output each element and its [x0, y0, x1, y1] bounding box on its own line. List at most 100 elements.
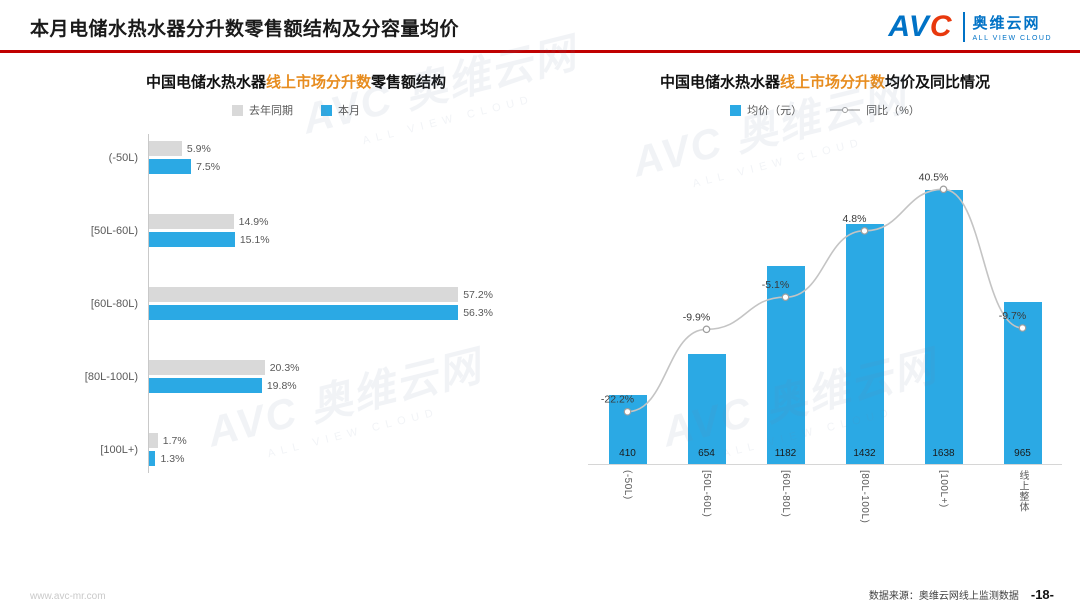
- bar-pair: 20.3% 19.8%: [148, 357, 493, 396]
- bar-group: [50L-60L) 14.9% 15.1%: [30, 203, 562, 258]
- bar-row: 5.9%: [148, 141, 493, 156]
- title-prefix: 中国电储水热水器: [145, 74, 266, 91]
- title-highlight: 线上市场分升数: [779, 74, 885, 91]
- y-axis-line: [148, 134, 149, 473]
- x-axis-label: [50L-60L): [701, 470, 712, 518]
- title-suffix: 均价及同比情况: [885, 74, 991, 91]
- bar-row: 20.3%: [148, 360, 493, 375]
- bar-row: 19.8%: [148, 378, 493, 393]
- combo-plot: 410 654 1182 1432 1638 965 -22.2% -9.9% -5.1% 4.8…: [588, 130, 1062, 465]
- bar-pair: 5.9% 7.5%: [148, 138, 493, 177]
- bar-row: 57.2%: [148, 287, 493, 302]
- x-label-cell: (-50L): [588, 465, 667, 531]
- footer: www.avc-mr.com 数据来源：奥维云网线上监测数据 -18-: [0, 587, 1080, 602]
- logo-wordmark: 奥维云网 ALL VIEW CLOUD: [973, 12, 1052, 42]
- bar-slot: 654: [667, 130, 746, 464]
- x-label-cell: [100L+): [904, 465, 983, 531]
- current-month-bar: [148, 378, 262, 393]
- bar-slot: 1638: [904, 130, 983, 464]
- x-label-cell: 线上整体: [983, 465, 1062, 531]
- category-label: (-50L): [108, 151, 138, 164]
- prev-period-bar: [148, 360, 265, 375]
- footer-right: 数据来源：奥维云网线上监测数据 -18-: [869, 587, 1054, 602]
- legend-item-yoy: 同比（%）: [830, 102, 920, 118]
- x-axis-label: (-50L): [622, 470, 633, 500]
- x-label-cell: [80L-100L): [825, 465, 904, 531]
- bar-slot: 965: [983, 130, 1062, 464]
- bar-row: 1.7%: [148, 433, 493, 448]
- hbar-chart: (-50L) 5.9% 7.5% [50L-60L) 14.9% 15.1% [60L-80…: [30, 130, 562, 477]
- bar-row: 1.3%: [148, 451, 493, 466]
- left-chart-title: 中国电储水热水器线上市场分升数零售额结构: [30, 71, 562, 92]
- header: 本月电储水热水器分升数零售额结构及分容量均价 AVC 奥维云网 ALL VIEW…: [0, 0, 1080, 53]
- prev-period-bar: [148, 287, 459, 302]
- value-label: 56.3%: [463, 306, 493, 319]
- category-label: [60L-80L): [90, 297, 138, 310]
- legend-label: 同比（%）: [866, 105, 920, 117]
- page-title: 本月电储水热水器分升数零售额结构及分容量均价: [30, 18, 460, 40]
- legend-label: 去年同期: [249, 105, 293, 117]
- bar-value-label: 1638: [932, 448, 955, 459]
- logo-tagline: ALL VIEW CLOUD: [972, 35, 1052, 42]
- legend-dot: [842, 107, 849, 113]
- bar-row: 7.5%: [148, 159, 493, 174]
- price-bar: [766, 266, 805, 464]
- x-label-cell: [60L-80L): [746, 465, 825, 531]
- value-label: 14.9%: [238, 215, 269, 228]
- current-month-bar: [148, 232, 235, 247]
- bar-value-label: 654: [698, 448, 715, 459]
- value-label: 7.5%: [196, 160, 221, 173]
- avc-logo-mark: AVC: [888, 12, 952, 42]
- x-axis-labels: (-50L) [50L-60L) [60L-80L) [80L-100L) [100L+…: [588, 465, 1062, 531]
- logo-divider: [962, 12, 965, 42]
- page-number: -18-: [1030, 587, 1054, 602]
- bar-pair: 1.7% 1.3%: [148, 430, 493, 469]
- left-chart-legend: 去年同期 本月: [30, 102, 562, 118]
- x-axis-label: [100L+): [938, 470, 949, 508]
- logo-text-red: C: [929, 10, 953, 43]
- value-label: 1.3%: [160, 452, 185, 465]
- charts-area: 中国电储水热水器线上市场分升数零售额结构 去年同期 本月 (-50L) 5.9% 7…: [0, 53, 1080, 531]
- value-label: 57.2%: [463, 288, 493, 301]
- price-bar: [924, 189, 963, 464]
- legend-label: 均价（元）: [747, 105, 803, 117]
- legend-line-marker: [830, 105, 861, 115]
- legend-item-avg-price: 均价（元）: [730, 102, 802, 118]
- bar-pair: 14.9% 15.1%: [148, 211, 493, 250]
- bar-group: [80L-100L) 20.3% 19.8%: [30, 349, 562, 404]
- bar-row: 14.9%: [148, 214, 493, 229]
- value-label: 20.3%: [269, 361, 300, 374]
- right-chart-title: 中国电储水热水器线上市场分升数均价及同比情况: [588, 71, 1062, 92]
- prev-period-bar: [148, 433, 158, 448]
- legend-swatch-blue: [321, 104, 332, 116]
- value-label: 1.7%: [162, 434, 187, 447]
- legend-swatch-blue: [730, 104, 742, 116]
- avc-logo: AVC 奥维云网 ALL VIEW CLOUD: [888, 12, 1052, 42]
- logo-company-name: 奥维云网: [972, 15, 1041, 32]
- value-label: 5.9%: [186, 142, 211, 155]
- category-label: [100L+): [100, 443, 138, 456]
- right-chart-legend: 均价（元） 同比（%）: [588, 102, 1062, 118]
- current-month-bar: [148, 451, 156, 466]
- title-suffix: 零售额结构: [371, 74, 447, 91]
- logo-text-blue: AV: [888, 10, 930, 43]
- prev-period-bar: [148, 141, 182, 156]
- price-bar: [1003, 302, 1042, 464]
- bar-row: 15.1%: [148, 232, 493, 247]
- website-url: www.avc-mr.com: [30, 591, 106, 602]
- prev-period-bar: [148, 214, 234, 229]
- x-axis-label: 线上整体: [1017, 470, 1028, 512]
- x-label-cell: [50L-60L): [667, 465, 746, 531]
- bar-value-label: 1182: [774, 448, 797, 459]
- legend-item-current-month: 本月: [321, 102, 360, 118]
- bar-group: [60L-80L) 57.2% 56.3%: [30, 276, 562, 331]
- price-bar: [845, 224, 884, 464]
- bar-group: [100L+) 1.7% 1.3%: [30, 422, 562, 477]
- retail-structure-panel: 中国电储水热水器线上市场分升数零售额结构 去年同期 本月 (-50L) 5.9% 7…: [30, 57, 562, 531]
- bar-row: 56.3%: [148, 305, 493, 320]
- current-month-bar: [148, 305, 459, 320]
- value-label: 19.8%: [266, 379, 297, 392]
- legend-label: 本月: [338, 105, 360, 117]
- bar-pair: 57.2% 56.3%: [148, 284, 493, 323]
- bar-value-label: 1432: [853, 448, 876, 459]
